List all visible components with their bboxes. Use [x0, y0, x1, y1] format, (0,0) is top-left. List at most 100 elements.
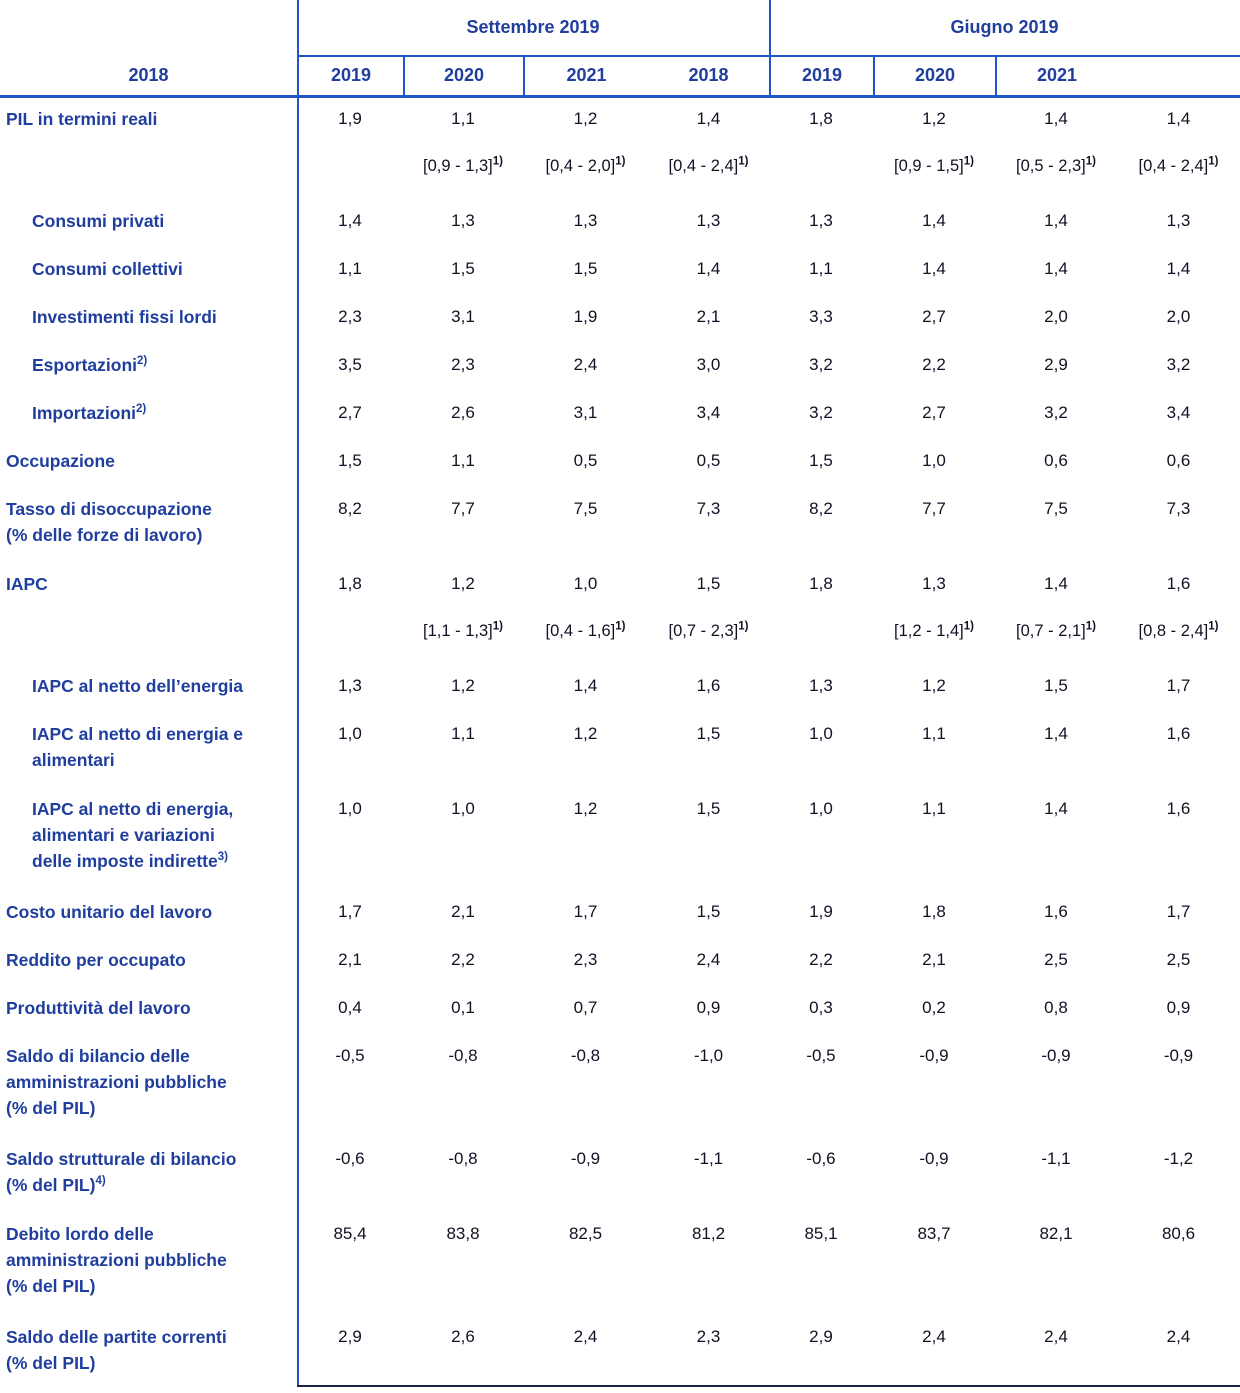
value-cell: 1,8	[769, 95, 873, 132]
row-label-line: Debito lordo delle	[6, 1224, 154, 1244]
value-cell: 1,4	[995, 197, 1117, 234]
value: -1,0	[693, 1046, 724, 1065]
value-cell: 1,1	[403, 710, 523, 747]
row-label-line: (% delle forze di lavoro)	[6, 525, 203, 545]
table-row: IAPC 1,8 1,2 [1,1 - 1,3]1) 1,0 [0,4 - 1,6]1) 1…	[0, 560, 1240, 662]
value-cell: 2,9	[995, 341, 1117, 378]
row-label-line: IAPC al netto di energia,	[32, 799, 234, 819]
value: 8,2	[809, 499, 833, 518]
table-row: IAPC al netto dell’energia 1,3 1,2 1,4 1,6 1,…	[0, 662, 1240, 710]
value: 1,4	[1044, 211, 1068, 230]
value-cell: 1,8	[873, 888, 995, 925]
value-cell: 1,9	[297, 95, 403, 132]
value: 83,7	[917, 1224, 951, 1243]
value-cell: 0,9	[1117, 984, 1240, 1021]
value-cell: 3,4	[648, 389, 769, 426]
value: 0,6	[1166, 451, 1191, 470]
value: 2,3	[573, 950, 598, 969]
value-cell: 1,8	[297, 560, 403, 597]
value-cell: 1,5	[995, 662, 1117, 699]
value-cell: 1,4	[648, 245, 769, 282]
value-cell: 1,6	[1117, 785, 1240, 822]
value-cell: 2,1	[873, 936, 995, 973]
value: 0,5	[573, 451, 598, 470]
row-label-line: PIL in termini reali	[6, 109, 158, 129]
value-cell: -0,8	[523, 1032, 648, 1069]
row-label-line: Occupazione	[6, 451, 115, 471]
value-cell: 0,2	[873, 984, 995, 1021]
value-cell: 2,6	[403, 1313, 523, 1350]
value-cell: 3,2	[769, 389, 873, 426]
value-cell: 1,1	[403, 437, 523, 474]
value: 1,8	[338, 574, 362, 593]
value: 1,1	[451, 109, 475, 128]
value: 2,7	[922, 307, 946, 326]
value: 0,9	[696, 998, 721, 1017]
value: 1,5	[696, 902, 721, 921]
table-row: Importazioni2) 2,7 2,6 3,1 3,4 3,2 2,7 3,2 3,4	[0, 389, 1240, 437]
value-cell: 1,4	[995, 710, 1117, 747]
value-cell: 1,7	[523, 888, 648, 925]
row-label-line: Saldo strutturale di bilancio	[6, 1149, 237, 1169]
value: 1,4	[922, 211, 946, 230]
value: 1,2	[573, 799, 598, 818]
row-label-line: (% del PIL)	[6, 1353, 96, 1373]
vertical-rule-label-divider	[297, 0, 299, 1385]
value-cell: 7,3	[1117, 485, 1240, 522]
value-cell: 2,1	[403, 888, 523, 925]
row-label-line: Produttività del lavoro	[6, 998, 191, 1018]
value-cell: 2,2	[873, 341, 995, 378]
value: 2,9	[1044, 355, 1068, 374]
horizontal-rule-header-bottom	[0, 95, 1240, 98]
value: 1,2	[451, 676, 475, 695]
vertical-rule-group-divider	[769, 0, 771, 95]
table-row: Esportazioni2) 3,5 2,3 2,4 3,0 3,2 2,2 2,9 3,2	[0, 341, 1240, 389]
value: 1,3	[696, 211, 721, 230]
row-label-line: alimentari	[32, 750, 115, 770]
value: 1,6	[1166, 799, 1191, 818]
row-label: Saldo di bilancio delle amministrazioni p…	[0, 1032, 297, 1121]
row-label: Produttività del lavoro	[0, 984, 297, 1021]
row-label-line: Importazioni2)	[32, 403, 147, 423]
value: 83,8	[446, 1224, 480, 1243]
value-cell: 0,3	[769, 984, 873, 1021]
value: 2,0	[1166, 307, 1191, 326]
value-cell: 2,7	[873, 389, 995, 426]
value: 7,7	[922, 499, 946, 518]
value: 0,6	[1044, 451, 1068, 470]
value-cell: 1,1 [0,9 - 1,3]1)	[403, 95, 523, 179]
value-cell: 1,1	[297, 245, 403, 282]
uncertainty-range: [0,9 - 1,3]1)	[423, 155, 503, 175]
value-cell: 1,7	[1117, 662, 1240, 699]
table-row: IAPC al netto di energia, alimentari e va…	[0, 785, 1240, 888]
value: 1,1	[922, 724, 946, 743]
table-row: Costo unitario del lavoro 1,7 2,1 1,7 1,5 1,9…	[0, 888, 1240, 936]
value: 3,4	[696, 403, 721, 422]
value: 1,3	[1166, 211, 1191, 230]
value: 2,2	[809, 950, 833, 969]
row-label-line: Costo unitario del lavoro	[6, 902, 213, 922]
value: 3,1	[451, 307, 475, 326]
value: 80,6	[1161, 1224, 1196, 1243]
value: 1,5	[573, 259, 598, 278]
value: 3,3	[809, 307, 833, 326]
value: 1,9	[338, 109, 362, 128]
value-cell: 3,0	[648, 341, 769, 378]
table-row: PIL in termini reali 1,9 1,1 [0,9 - 1,3]1) 1…	[0, 95, 1240, 197]
value-cell: 1,4	[523, 662, 648, 699]
uncertainty-range: [0,7 - 2,1]1)	[1016, 620, 1096, 640]
value-cell: 2,4	[873, 1313, 995, 1350]
value: 1,4	[338, 211, 362, 230]
value: 2,3	[338, 307, 362, 326]
value-cell: 1,5	[403, 245, 523, 282]
row-label: IAPC al netto di energia e alimentari	[0, 710, 297, 773]
value-cell: 2,3	[648, 1313, 769, 1350]
value: -0,9	[1163, 1046, 1194, 1065]
table-row: Debito lordo delle amministrazioni pubbli…	[0, 1210, 1240, 1313]
row-label-line: Saldo di bilancio delle	[6, 1046, 190, 1066]
value-cell: 1,3	[769, 197, 873, 234]
value-cell: 0,9	[648, 984, 769, 1021]
value: 1,4	[1044, 799, 1068, 818]
value: 1,2	[451, 574, 475, 593]
row-label-line: (% del PIL)4)	[6, 1175, 106, 1195]
